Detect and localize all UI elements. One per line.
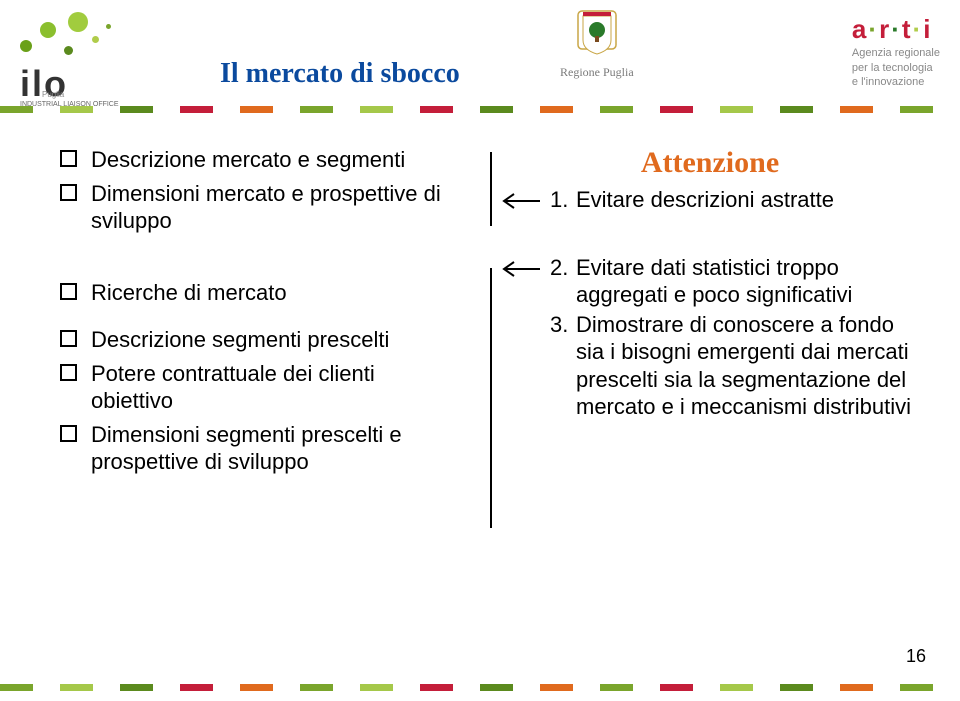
checklist-item-text: Descrizione segmenti prescelti [91, 326, 389, 354]
attention-row-2: 2. Evitare dati statistici troppo aggreg… [500, 254, 920, 423]
checklist-item-text: Ricerche di mercato [91, 279, 287, 307]
slide-title: Il mercato di sbocco [220, 58, 460, 90]
checkbox-icon [60, 184, 77, 201]
checkbox-icon [60, 364, 77, 381]
checklist-item: Dimensioni segmenti prescelti e prospett… [60, 421, 460, 476]
regione-shield-icon [577, 10, 617, 58]
logo-ilo: ilo INDUSTRIAL LIAISON OFFICE Puglia [20, 12, 140, 109]
left-column: Descrizione mercato e segmenti Dimensioni… [60, 146, 460, 520]
checklist-block-1: Descrizione mercato e segmenti Dimensioni… [60, 146, 460, 235]
logo-regione-puglia: Regione Puglia [560, 10, 634, 80]
note-1-num: 1. [550, 186, 576, 214]
divider-stripe-top [0, 100, 960, 107]
checklist-item-text: Dimensioni mercato e prospettive di svil… [91, 180, 460, 235]
attention-heading: Attenzione [500, 146, 920, 180]
checkbox-icon [60, 425, 77, 442]
checklist-item: Dimensioni mercato e prospettive di svil… [60, 180, 460, 235]
note-1-text: Evitare descrizioni astratte [576, 186, 834, 214]
logo-arti: a·r·t·i Agenzia regionale per la tecnolo… [852, 14, 940, 89]
checklist-item-text: Dimensioni segmenti prescelti e prospett… [91, 421, 460, 476]
arti-sub1: Agenzia regionale [852, 47, 940, 60]
checkbox-icon [60, 150, 77, 167]
note-3-num: 3. [550, 311, 576, 421]
checkbox-icon [60, 330, 77, 347]
arti-sub2: per la tecnologia [852, 62, 940, 75]
checklist-item-text: Potere contrattuale dei clienti obiettiv… [91, 360, 460, 415]
checklist-item: Ricerche di mercato [60, 279, 460, 307]
attention-row-1: 1. Evitare descrizioni astratte [500, 186, 920, 216]
note-3-text: Dimostrare di conoscere a fondo sia i bi… [576, 311, 920, 421]
separator-line-1 [490, 152, 492, 226]
checklist-item: Descrizione segmenti prescelti [60, 326, 460, 354]
checkbox-icon [60, 283, 77, 300]
slide: { "header": { "title": "Il mercato di sb… [0, 0, 960, 701]
checklist-item-text: Descrizione mercato e segmenti [91, 146, 405, 174]
separator-line-2 [490, 268, 492, 528]
content-area: Descrizione mercato e segmenti Dimensioni… [0, 118, 960, 661]
checklist-block-2: Ricerche di mercato Descrizione segmenti … [60, 279, 460, 476]
page-number: 16 [906, 646, 926, 667]
divider-stripe-bottom [0, 678, 960, 685]
checklist-item: Potere contrattuale dei clienti obiettiv… [60, 360, 460, 415]
note-2-text: Evitare dati statistici troppo aggregati… [576, 254, 920, 309]
arrow-left-icon [500, 192, 540, 210]
arti-wordmark: a·r·t·i [852, 14, 940, 45]
checklist-item: Descrizione mercato e segmenti [60, 146, 460, 174]
header: ilo INDUSTRIAL LIAISON OFFICE Puglia Il … [0, 0, 960, 100]
arrow-left-icon [500, 260, 540, 278]
right-column: Attenzione 1. Evitare descrizioni astrat… [500, 146, 920, 431]
regione-label: Regione Puglia [560, 65, 634, 80]
attention-block-2: 2. Evitare dati statistici troppo aggreg… [500, 254, 920, 423]
notes-2-3: 2. Evitare dati statistici troppo aggreg… [550, 254, 920, 423]
note-1: 1. Evitare descrizioni astratte [550, 186, 834, 216]
arti-sub3: e l'innovazione [852, 76, 940, 89]
attention-block-1: Attenzione 1. Evitare descrizioni astrat… [500, 146, 920, 216]
ilo-wordmark: ilo [20, 63, 140, 105]
ilo-puglia-badge: Puglia [42, 90, 64, 99]
ilo-dots-icon [20, 12, 140, 67]
note-2-num: 2. [550, 254, 576, 309]
